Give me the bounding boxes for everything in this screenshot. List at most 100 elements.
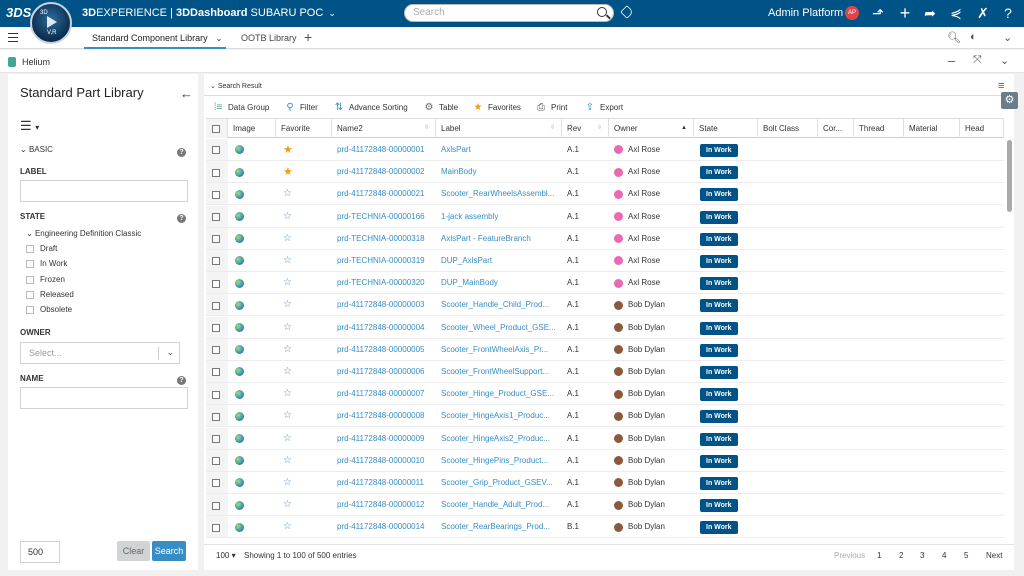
table-row[interactable]: ★ prd-41172848-00000002 MainBody A.1 Axl Ros…: [206, 161, 1004, 184]
favorite-cell[interactable]: ☆: [276, 361, 332, 383]
col-head[interactable]: Head: [960, 119, 1004, 138]
table-row[interactable]: ☆ prd-41172848-00000006 Scooter_FrontWheel…: [206, 361, 1004, 383]
name-link[interactable]: prd-41172848-00000007: [337, 389, 425, 399]
checkbox[interactable]: [212, 168, 220, 177]
star-outline-icon[interactable]: ☆: [283, 255, 292, 266]
star-outline-icon[interactable]: ☆: [283, 432, 292, 444]
state-obsolete[interactable]: Obsolete: [26, 305, 72, 317]
status-badge[interactable]: In Work: [700, 166, 738, 180]
share-icon[interactable]: ⬏: [872, 5, 884, 21]
col-bolt-class[interactable]: Bolt Class: [758, 119, 818, 138]
checkbox[interactable]: [212, 323, 220, 332]
help-icon[interactable]: ?: [177, 148, 186, 157]
compass-icon[interactable]: 3D V,R: [30, 2, 72, 44]
table-button[interactable]: ⚙ Table: [423, 102, 459, 113]
name-link[interactable]: prd-41172848-00000008: [337, 411, 425, 421]
name-link[interactable]: prd-41172848-00000003: [337, 300, 425, 310]
favorite-cell[interactable]: ☆: [276, 183, 332, 205]
clear-button[interactable]: Clear: [117, 541, 150, 561]
search-icon[interactable]: [597, 7, 607, 17]
table-row[interactable]: ☆ prd-41172848-00000011 Scooter_Grip_Produ…: [206, 472, 1004, 494]
star-outline-icon[interactable]: ☆: [283, 454, 292, 466]
favorite-cell[interactable]: ☆: [276, 405, 332, 427]
checkbox[interactable]: [212, 257, 220, 266]
status-badge[interactable]: In Work: [700, 188, 738, 202]
tag-icon[interactable]: [620, 5, 634, 19]
status-badge[interactable]: In Work: [700, 477, 738, 490]
status-badge[interactable]: In Work: [700, 432, 738, 446]
table-row[interactable]: ☆ prd-TECHNIA-00000319 DUP_AxlsPart A.1 Axl …: [206, 250, 1004, 272]
label-link[interactable]: Scooter_HingePins_Product...: [441, 455, 549, 465]
table-row[interactable]: ☆ prd-41172848-00000010 Scooter_HingePins_…: [206, 449, 1004, 472]
checkbox[interactable]: [212, 368, 220, 377]
page-1[interactable]: 1: [877, 551, 882, 560]
table-row[interactable]: ☆ prd-TECHNIA-00000166 1-jack assembly A.1 A…: [206, 205, 1004, 228]
table-row[interactable]: ☆ prd-41172848-00000005 Scooter_FrontWheel…: [206, 338, 1004, 361]
add-tab-icon[interactable]: +: [304, 29, 313, 45]
next-page[interactable]: Next: [986, 551, 1003, 560]
checkbox[interactable]: [212, 279, 220, 288]
state-released[interactable]: Released: [26, 290, 74, 302]
status-badge[interactable]: In Work: [700, 343, 738, 357]
checkbox[interactable]: [212, 457, 220, 466]
col-material[interactable]: Material: [904, 119, 960, 138]
label-link[interactable]: Scooter_RearWheelsAssembl...: [441, 189, 555, 199]
label-link[interactable]: Scooter_Grip_Product_GSEV...: [441, 478, 553, 487]
table-row[interactable]: ★ prd-41172848-00000001 AxlsPart A.1 Axl Ros…: [206, 139, 1004, 161]
name-link[interactable]: prd-41172848-00000011: [337, 478, 424, 487]
star-outline-icon[interactable]: ☆: [283, 232, 292, 244]
table-row[interactable]: ☆ prd-41172848-00000007 Scooter_Hinge_Prod…: [206, 383, 1004, 406]
star-filled-icon[interactable]: ★: [283, 144, 293, 156]
status-badge[interactable]: In Work: [700, 366, 738, 379]
plus-icon[interactable]: +: [899, 3, 911, 23]
table-row[interactable]: ☆ prd-41172848-00000004 Scooter_Wheel_Prod…: [206, 316, 1004, 339]
list-menu-icon[interactable]: ☰ ▾: [20, 118, 40, 133]
results-title[interactable]: ⌄ Search Result: [210, 83, 262, 90]
status-badge[interactable]: In Work: [700, 521, 738, 535]
col-name2[interactable]: Name2 ⇳: [332, 119, 436, 138]
checkbox[interactable]: [26, 275, 34, 284]
label-input[interactable]: [20, 180, 188, 202]
favorites-button[interactable]: ★ Favorites: [472, 102, 521, 113]
favorite-cell[interactable]: ☆: [276, 206, 332, 228]
label-link[interactable]: Scooter_Handle_Adult_Prod...: [441, 500, 550, 510]
checkbox[interactable]: [26, 259, 34, 268]
search-input[interactable]: [413, 7, 593, 18]
tab-standard-component-library[interactable]: Standard Component Library ⌄: [84, 27, 226, 49]
name-link[interactable]: prd-41172848-00000004: [337, 322, 425, 332]
name-link[interactable]: prd-41172848-00000014: [337, 522, 425, 532]
export-button[interactable]: ⇪ Export: [584, 102, 623, 113]
scrollbar[interactable]: [1007, 140, 1012, 212]
favorite-cell[interactable]: ☆: [276, 317, 332, 339]
col-label[interactable]: Label ⇳: [436, 119, 562, 138]
checkbox[interactable]: [212, 523, 220, 532]
menu-icon[interactable]: [8, 33, 18, 42]
chevron-down-icon[interactable]: ⌄: [1000, 55, 1010, 67]
name-input[interactable]: [20, 387, 188, 409]
col-state[interactable]: State: [694, 119, 758, 138]
checkbox[interactable]: [212, 190, 220, 199]
status-badge[interactable]: In Work: [700, 277, 738, 291]
favorite-cell[interactable]: ☆: [276, 428, 332, 450]
chevron-down-icon[interactable]: ⌄: [1003, 32, 1013, 44]
star-outline-icon[interactable]: ☆: [283, 299, 292, 311]
status-badge[interactable]: In Work: [700, 410, 738, 424]
checkbox[interactable]: [212, 301, 220, 310]
star-outline-icon[interactable]: ☆: [283, 410, 292, 422]
favorite-cell[interactable]: ☆: [276, 272, 332, 294]
advance-sorting-button[interactable]: ⇅ Advance Sorting: [333, 102, 408, 113]
page-size-select[interactable]: 100 ▾: [216, 551, 236, 560]
col-favorite[interactable]: Favorite: [276, 119, 332, 138]
brand-title[interactable]: 3DEXPERIENCE | 3DDashboard SUBARU POC ⌄: [82, 7, 336, 19]
status-badge[interactable]: In Work: [700, 388, 738, 402]
checkbox[interactable]: [212, 501, 220, 510]
star-outline-icon[interactable]: ☆: [283, 477, 292, 488]
favorite-cell[interactable]: ☆: [276, 450, 332, 472]
name-link[interactable]: prd-41172848-00000009: [337, 433, 425, 443]
favorite-cell[interactable]: ☆: [276, 294, 332, 316]
col-cor[interactable]: Cor...: [818, 119, 854, 138]
tools-icon[interactable]: ✗: [977, 5, 989, 21]
help-icon[interactable]: ?: [1004, 5, 1012, 21]
star-outline-icon[interactable]: ☆: [283, 277, 292, 289]
star-outline-icon[interactable]: ☆: [283, 366, 292, 377]
